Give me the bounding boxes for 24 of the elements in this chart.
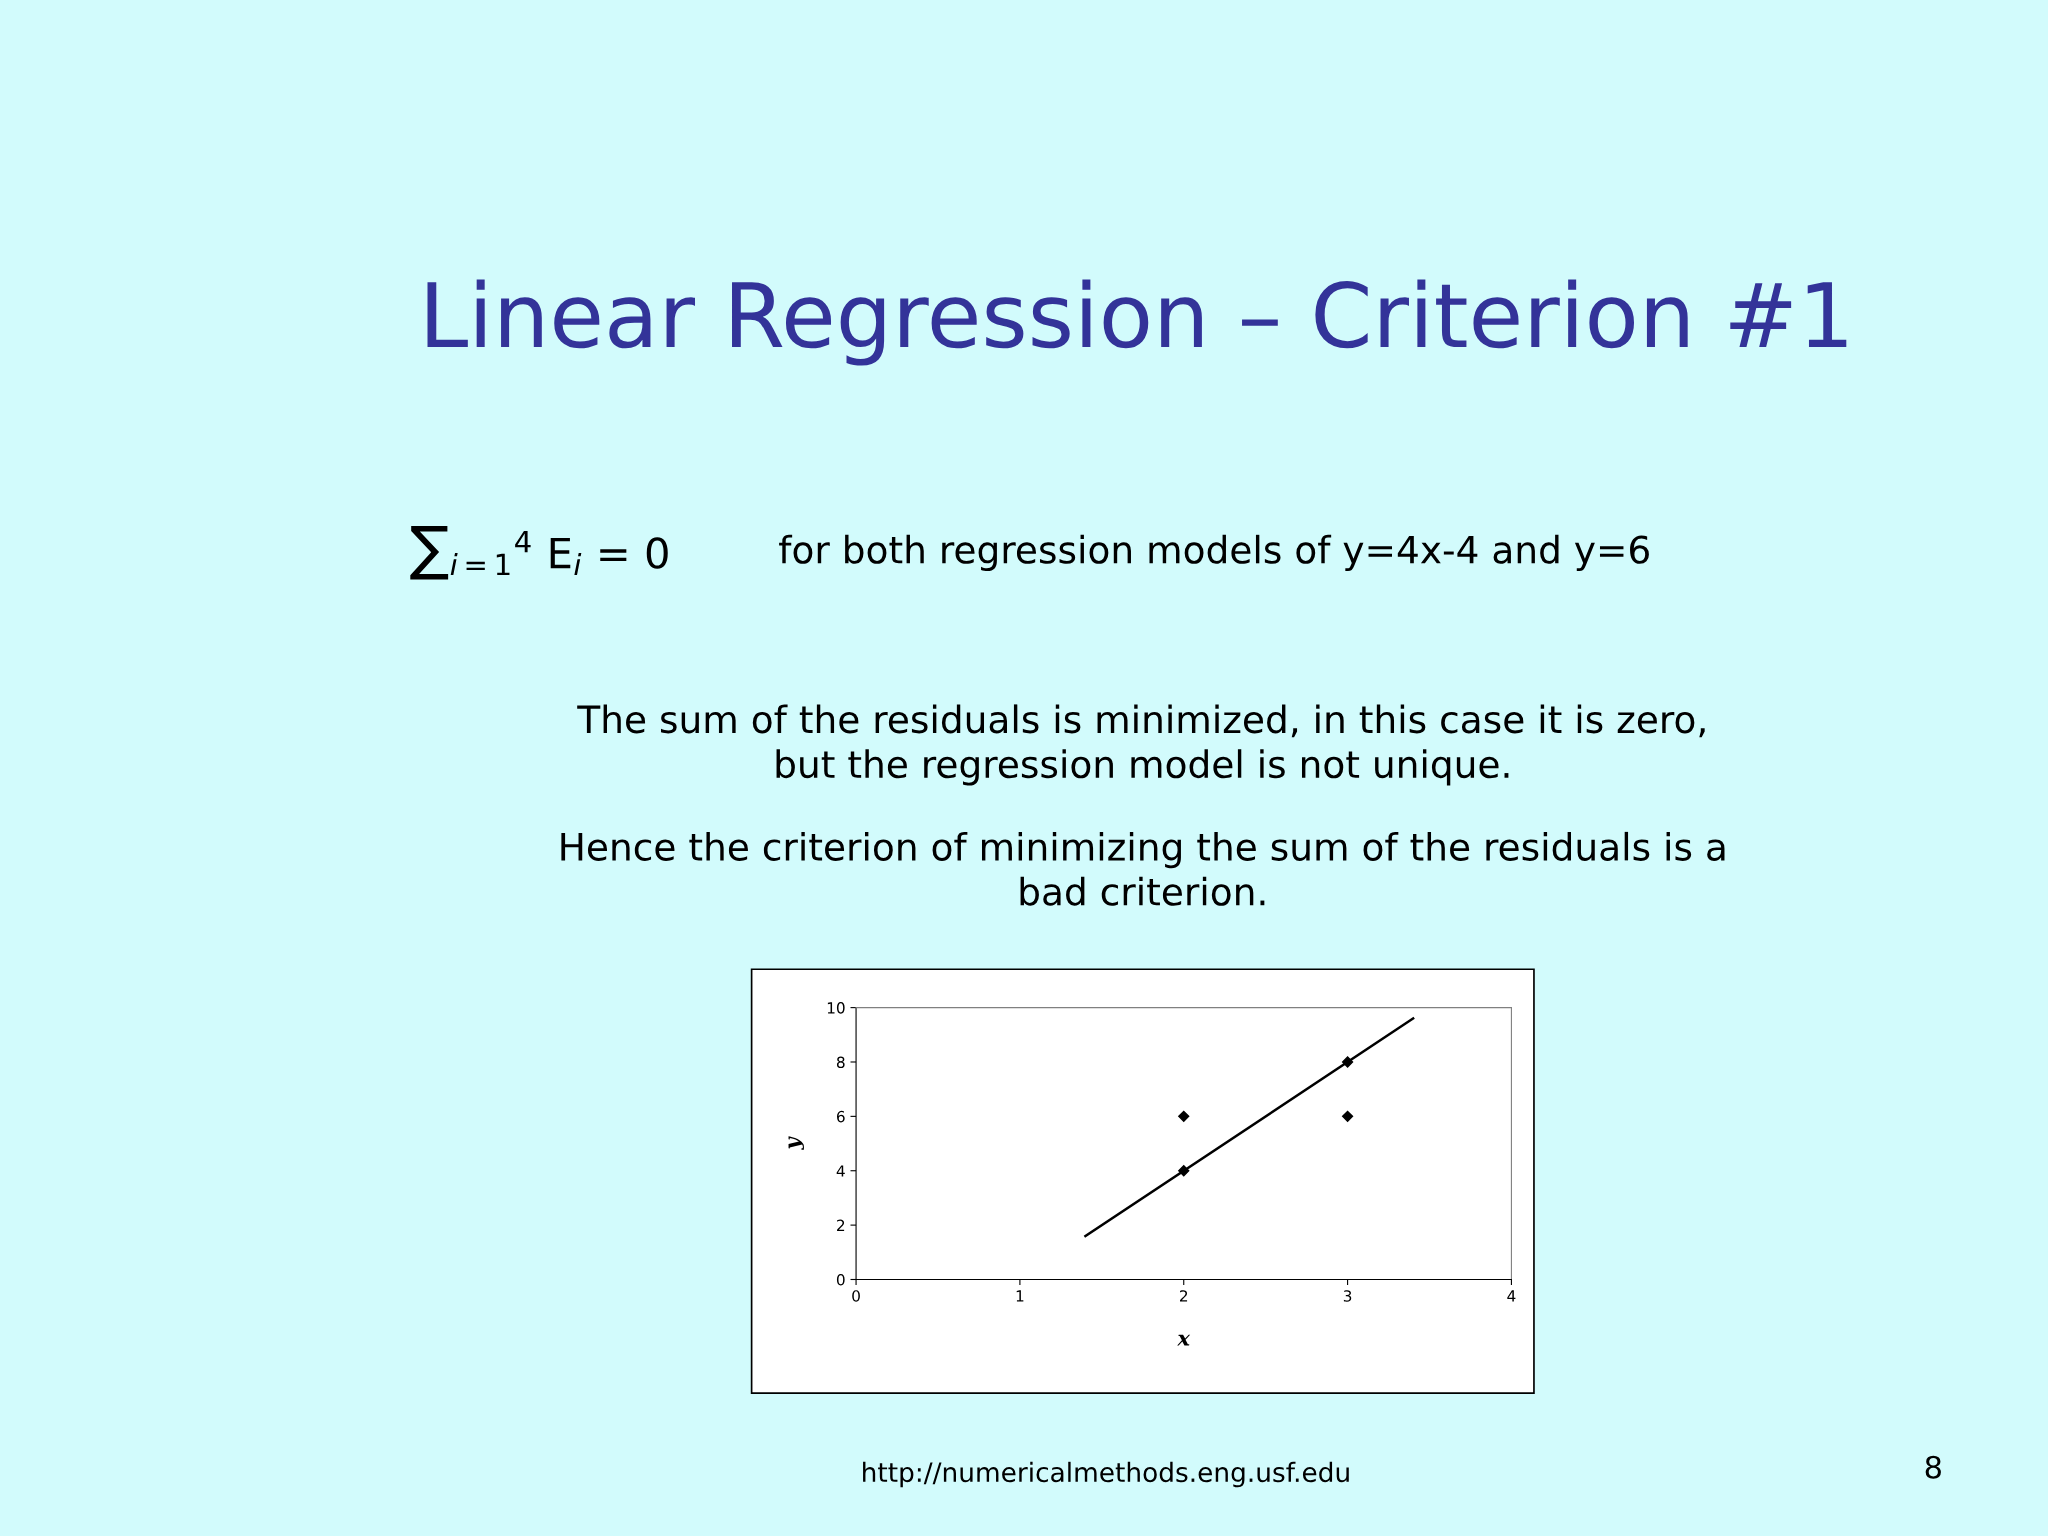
point [1178, 1110, 1190, 1122]
y-tick-label: 0 [836, 1273, 845, 1286]
x-tick-label: 3 [1343, 1290, 1352, 1302]
y-axis-title: y [788, 1136, 804, 1150]
x-axis-title: x [1177, 1334, 1191, 1346]
point [1341, 1110, 1354, 1122]
x-tick-label: 0 [852, 1290, 860, 1302]
y-tick-label: 10 [827, 1002, 845, 1014]
text: http://numericalmethods.eng.usf.edu [863, 1461, 1349, 1488]
chart-title: Linear Regression – Criterion #1 [427, 279, 1847, 366]
point [1178, 1165, 1190, 1177]
x-tick-label: 1 [1016, 1290, 1024, 1302]
text: Hence the criterion of minimizing the sum of the residuals is a bad criterion. [561, 831, 1725, 906]
y-tick-label: 6 [836, 1110, 845, 1123]
text: The sum of the residuals is minimized, in this case it is zero, but the regression model is not unique. [577, 704, 1705, 786]
x-tick-label: 4 [1507, 1290, 1516, 1302]
x-tick-label: 2 [1180, 1290, 1188, 1302]
text: ∑$_{i=1}$$^{4}$ E$_{i}$ = 0 [410, 525, 668, 580]
y-tick-label: 4 [836, 1165, 845, 1177]
y-tick-label: 2 [837, 1219, 845, 1231]
text: 8 [1925, 1455, 1941, 1479]
y-tick-label: 8 [836, 1056, 845, 1069]
text: for both regression models of y=4x-4 and y=6 [779, 534, 1649, 572]
point [1341, 1056, 1354, 1068]
